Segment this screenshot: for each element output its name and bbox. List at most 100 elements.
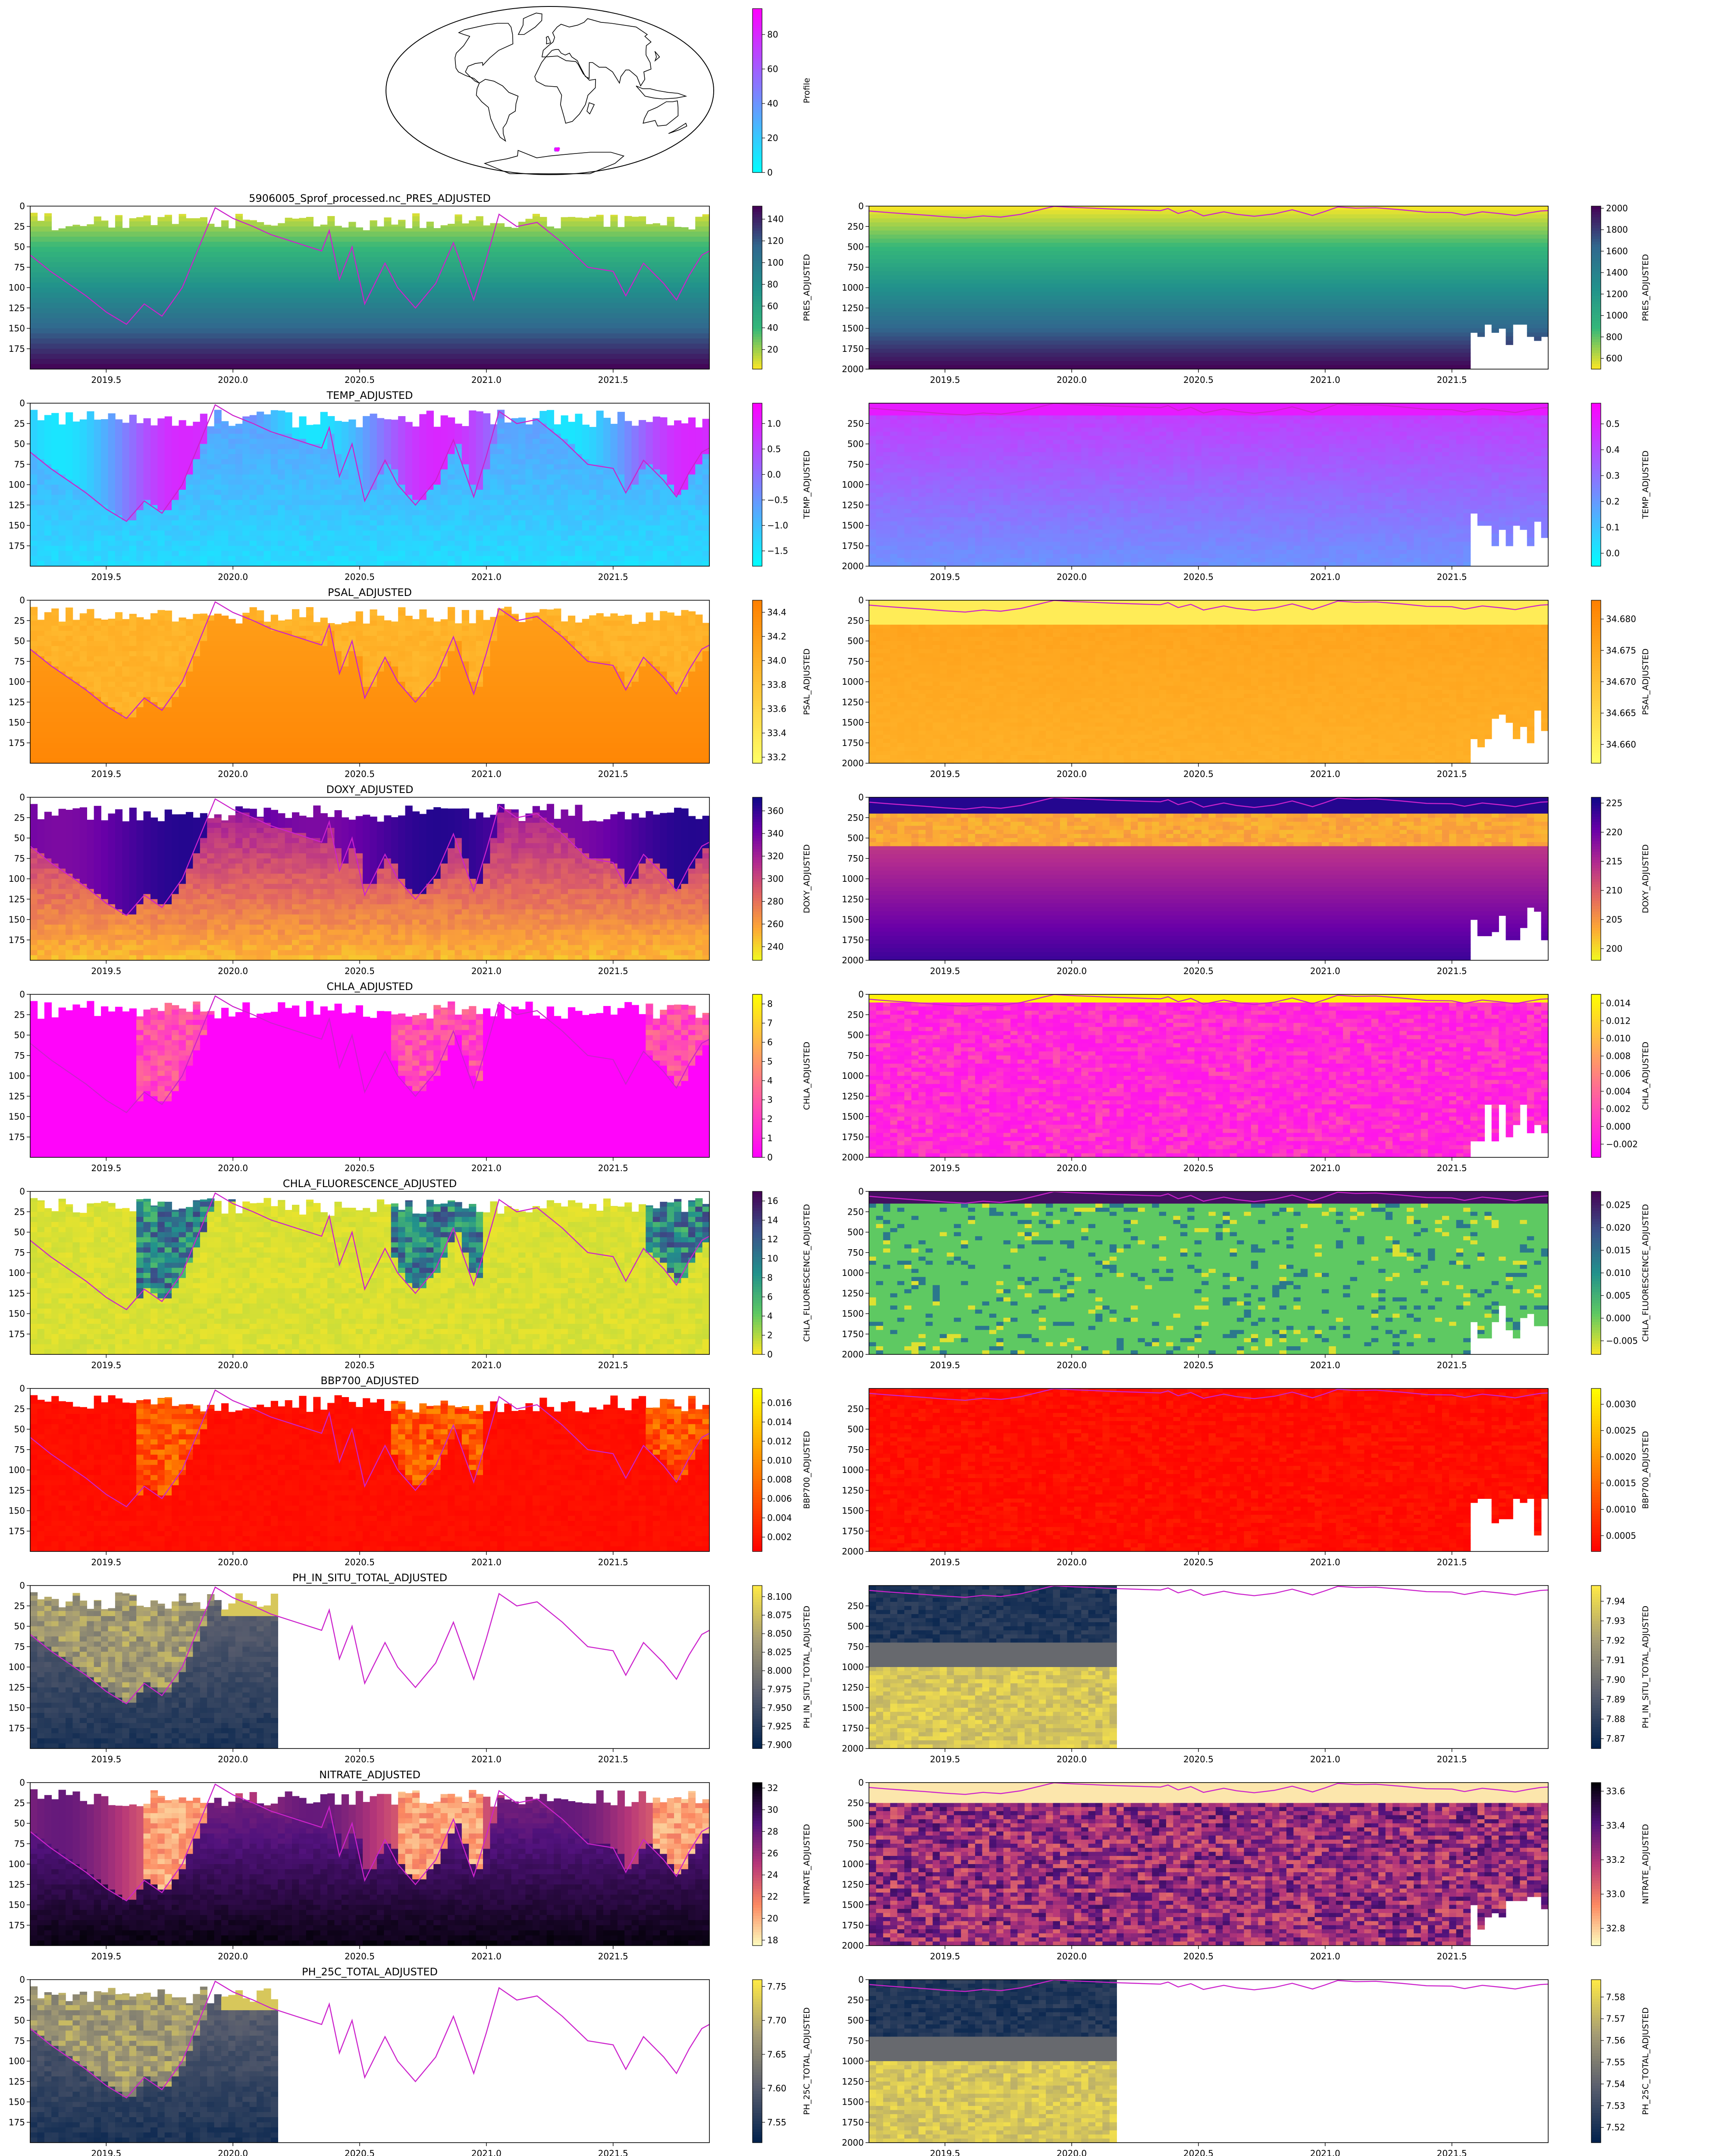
heatmap-cell — [1117, 210, 1124, 215]
heatmap-cell — [1145, 316, 1152, 321]
heatmap-cell — [660, 247, 668, 253]
heatmap-cell — [982, 251, 990, 256]
heatmap-cell — [660, 303, 668, 308]
heatmap-cell — [504, 288, 512, 293]
heatmap-cell — [51, 318, 59, 324]
colorbar-tick-label: 20 — [767, 345, 778, 355]
heatmap-cell — [235, 343, 243, 349]
heatmap-cell — [412, 308, 420, 313]
heatmap-cell — [87, 252, 94, 257]
heatmap-cell — [72, 257, 80, 263]
heatmap-cell — [695, 323, 703, 329]
heatmap-cell — [911, 340, 919, 345]
heatmap-cell — [320, 282, 328, 288]
heatmap-cell — [164, 272, 172, 278]
heatmap-cell — [419, 364, 427, 369]
heatmap-cell — [108, 328, 116, 334]
heatmap-cell — [1060, 251, 1068, 256]
heatmap-cell — [214, 267, 222, 273]
heatmap-cell — [646, 241, 653, 248]
heatmap-cell — [1166, 324, 1174, 329]
heatmap-cell — [1138, 365, 1145, 369]
heatmap-cell — [115, 338, 123, 344]
heatmap-cell — [37, 318, 45, 324]
heatmap-cell — [448, 328, 455, 334]
heatmap-cell — [440, 225, 448, 227]
heatmap-cell — [348, 338, 356, 344]
heatmap-cell — [292, 288, 300, 293]
heatmap-cell — [911, 348, 919, 354]
heatmap-cell — [546, 333, 554, 339]
heatmap-cell — [1017, 243, 1025, 248]
heatmap-cell — [426, 232, 434, 237]
heatmap-cell — [674, 252, 682, 257]
heatmap-cell — [341, 354, 349, 360]
heatmap-cell — [249, 292, 257, 298]
heatmap-cell — [391, 354, 398, 360]
heatmap-cell — [1180, 316, 1188, 321]
heatmap-cell — [660, 292, 668, 298]
heatmap-cell — [925, 291, 933, 296]
heatmap-cell — [989, 275, 997, 280]
heatmap-cell — [667, 272, 674, 278]
heatmap-cell — [376, 308, 385, 313]
heatmap-cell — [1053, 214, 1060, 219]
heatmap-cell — [299, 308, 307, 313]
heatmap-cell — [483, 241, 491, 248]
heatmap-cell — [426, 308, 434, 313]
heatmap-cell — [270, 282, 278, 288]
heatmap-cell — [638, 318, 646, 324]
heatmap-cell — [1180, 259, 1188, 264]
heatmap-cell — [278, 318, 285, 324]
heatmap-cell — [136, 226, 144, 232]
heatmap-cell — [440, 313, 448, 319]
heatmap-cell — [652, 303, 660, 308]
heatmap-cell — [136, 364, 144, 369]
heatmap-cell — [1074, 247, 1082, 251]
heatmap-cell — [363, 318, 370, 324]
colorbar-segment — [753, 55, 762, 58]
heatmap-cell — [1060, 340, 1068, 345]
heatmap-cell — [968, 279, 975, 284]
heatmap-cell — [1095, 259, 1103, 264]
heatmap-cell — [270, 298, 278, 304]
heatmap-cell — [1046, 259, 1054, 264]
heatmap-cell — [947, 320, 954, 325]
heatmap-cell — [1038, 218, 1046, 223]
heatmap-cell — [433, 236, 441, 242]
heatmap-cell — [1038, 226, 1046, 231]
heatmap-cell — [539, 354, 547, 360]
heatmap-cell — [568, 303, 576, 308]
heatmap-cell — [975, 361, 983, 366]
heatmap-cell — [1032, 332, 1039, 337]
heatmap-cell — [58, 338, 66, 344]
heatmap-cell — [890, 222, 898, 227]
heatmap-cell — [1109, 291, 1117, 296]
heatmap-cell — [1095, 235, 1103, 239]
heatmap-cell — [869, 348, 877, 354]
heatmap-cell — [688, 333, 696, 339]
heatmap-cell — [518, 236, 526, 242]
heatmap-cell — [426, 247, 434, 253]
heatmap-cell — [539, 236, 547, 242]
heatmap-cell — [455, 292, 462, 298]
heatmap-cell — [1088, 300, 1096, 304]
heatmap-cell — [1187, 243, 1195, 248]
heatmap-cell — [925, 263, 933, 268]
heatmap-cell — [1102, 295, 1110, 301]
heatmap-cell — [961, 357, 969, 361]
heatmap-cell — [94, 236, 101, 242]
heatmap-cell — [904, 251, 912, 256]
heatmap-cell — [221, 323, 229, 329]
heatmap-cell — [1074, 267, 1082, 272]
heatmap-cell — [940, 275, 947, 280]
heatmap-cell — [1152, 222, 1160, 227]
heatmap-cell — [235, 241, 243, 248]
heatmap-cell — [968, 283, 975, 288]
heatmap-cell — [897, 275, 905, 280]
heatmap-cell — [890, 316, 898, 321]
heatmap-cell — [44, 272, 52, 278]
heatmap-cell — [143, 338, 151, 344]
heatmap-cell — [610, 354, 618, 360]
heatmap-cell — [94, 313, 101, 319]
